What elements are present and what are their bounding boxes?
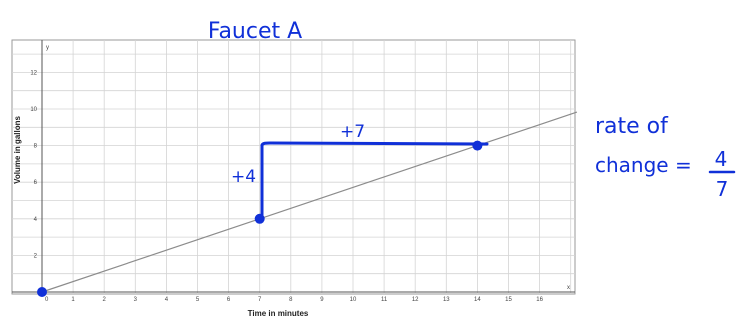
x-axis-letter: x — [567, 285, 570, 291]
x-tick-label: 13 — [443, 297, 450, 303]
plot-frame — [11, 39, 576, 295]
rate-label-line2: change = — [595, 153, 692, 177]
x-tick-label: 12 — [412, 297, 419, 303]
y-axis-letter: y — [46, 45, 49, 51]
series-line — [41, 111, 578, 293]
x-tick-label: 6 — [227, 297, 231, 303]
y-tick-label: 10 — [30, 107, 37, 113]
x-tick-label: 2 — [103, 297, 107, 303]
y-tick-label: 2 — [34, 253, 38, 259]
run-annotation: +7 — [340, 122, 365, 142]
x-tick-label: 3 — [134, 297, 138, 303]
rate-numerator: 4 — [715, 147, 728, 171]
rate-denominator: 7 — [716, 177, 729, 201]
x-tick-label: 8 — [289, 297, 293, 303]
y-tick-label: 4 — [34, 217, 38, 223]
data-point — [472, 140, 483, 151]
y-tick-label: 8 — [34, 144, 38, 150]
data-point — [37, 287, 47, 297]
x-tick-label: 7 — [258, 297, 262, 303]
series — [41, 111, 578, 293]
x-tick-label: 15 — [505, 297, 512, 303]
y-tick-label: 6 — [34, 180, 38, 186]
x-tick-label: 5 — [196, 297, 200, 303]
x-tick-label: 10 — [350, 297, 357, 303]
x-tick-label: 14 — [474, 297, 481, 303]
x-axis-label: Time in minutes — [248, 309, 309, 318]
x-tick-label: 9 — [320, 297, 324, 303]
x-tick-label: 1 — [71, 297, 75, 303]
rate-label-line1: rate of — [595, 114, 669, 139]
data-point — [254, 213, 265, 224]
axes — [12, 40, 575, 294]
origin-tick-label: 0 — [45, 297, 49, 303]
x-tick-label: 16 — [536, 297, 543, 303]
y-tick-label: 12 — [30, 70, 37, 76]
x-tick-label: 4 — [165, 297, 169, 303]
x-tick-label: 11 — [381, 297, 388, 303]
y-axis-label: Volume in gallons — [13, 116, 22, 184]
data-points — [37, 140, 483, 297]
rise-annotation: +4 — [231, 167, 256, 187]
slope-bracket — [260, 141, 489, 222]
